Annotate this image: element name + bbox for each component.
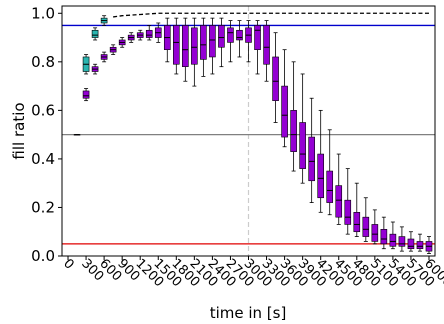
y-tick-label: 0.0 — [31, 247, 55, 265]
box — [353, 212, 361, 233]
box — [317, 153, 324, 199]
box — [218, 25, 225, 48]
y-axis-label: fill ratio — [10, 102, 28, 159]
y-tick-label: 1.0 — [31, 4, 55, 22]
y-tick-label: 0.8 — [31, 53, 55, 71]
box — [371, 224, 379, 242]
box — [326, 170, 334, 203]
box — [290, 110, 297, 152]
box — [227, 27, 234, 43]
box — [200, 25, 207, 60]
box — [389, 233, 397, 247]
box — [344, 199, 352, 225]
x-axis-label: time in [s] — [210, 304, 287, 322]
y-tick-label: 0.4 — [31, 150, 55, 168]
box — [236, 29, 243, 41]
box — [191, 27, 198, 65]
box — [209, 25, 216, 58]
line-series — [113, 12, 429, 18]
x-tick-label: 0 — [60, 256, 76, 272]
y-tick-label: 0.2 — [31, 198, 55, 216]
box — [82, 90, 90, 99]
box — [416, 241, 424, 250]
box — [91, 29, 99, 38]
box — [173, 25, 180, 65]
box — [182, 25, 189, 67]
box — [362, 216, 370, 237]
box — [299, 122, 306, 169]
box — [281, 85, 288, 138]
box — [272, 56, 279, 101]
box — [263, 25, 270, 65]
box — [335, 185, 343, 218]
box — [398, 236, 406, 247]
box — [407, 238, 415, 250]
box — [380, 229, 388, 245]
y-tick-label: 0.6 — [31, 101, 55, 119]
box — [145, 29, 153, 38]
box — [308, 136, 315, 182]
box — [254, 25, 261, 50]
